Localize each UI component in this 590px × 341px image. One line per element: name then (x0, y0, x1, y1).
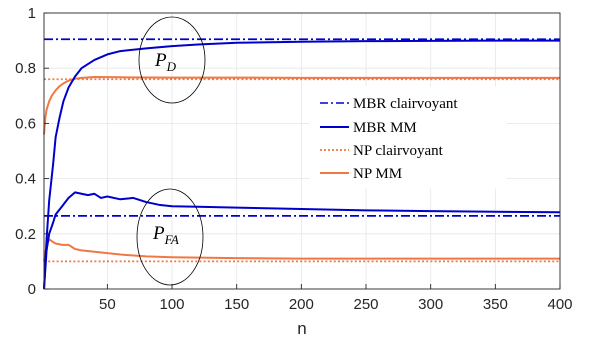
pfa-label-main: P (152, 223, 165, 244)
series-layer (43, 38, 561, 290)
plot-frame (43, 12, 561, 290)
x-axis-label: n (297, 319, 306, 338)
legend-label-mbr-clairvoyant: MBR clairvoyant (353, 96, 458, 112)
legend-label-np-mm: NP MM (353, 166, 402, 182)
pd-label-sub: D (166, 59, 177, 74)
x-tick-label: 200 (289, 296, 314, 313)
pfa-ellipse (136, 188, 204, 286)
x-tick-label: 150 (224, 296, 249, 313)
y-tick-label: 0.2 (15, 226, 36, 243)
x-tick-label: 100 (160, 296, 185, 313)
legend-label-np-clairvoyant: NP clairvoyant (353, 143, 444, 159)
ticks: 50 100 150 200 250 300 350 400 0 0.2 0.4 0.6 0.8 1 (15, 5, 572, 313)
series-line-mbr-mm (43, 191, 561, 290)
series-line-mbr-mm (43, 39, 560, 290)
legend-label-mbr-mm: MBR MM (353, 120, 417, 136)
y-tick-label: 1 (28, 5, 36, 22)
pd-label: PD (154, 50, 177, 74)
series-line-np-mm (43, 76, 560, 135)
y-tick-label: 0.4 (15, 171, 36, 188)
legend-box (309, 86, 507, 189)
x-tick-label: 50 (99, 296, 116, 313)
y-tick-label: 0.8 (15, 60, 36, 77)
x-tick-label: 300 (418, 296, 443, 313)
x-tick-label: 250 (353, 296, 378, 313)
pd-ellipse (138, 16, 206, 104)
pfa-label: PFA (152, 223, 179, 247)
legend: MBR clairvoyant MBR MM NP clairvoyant NP… (309, 86, 507, 189)
series-line-np-mm (43, 238, 560, 262)
annotations: PD PFA (136, 16, 206, 286)
pfa-label-sub: FA (164, 232, 179, 247)
pd-label-main: P (154, 50, 167, 71)
y-tick-label: 0.6 (15, 115, 36, 132)
x-tick-label: 400 (547, 296, 572, 313)
x-tick-label: 350 (483, 296, 508, 313)
y-tick-label: 0 (28, 281, 36, 298)
